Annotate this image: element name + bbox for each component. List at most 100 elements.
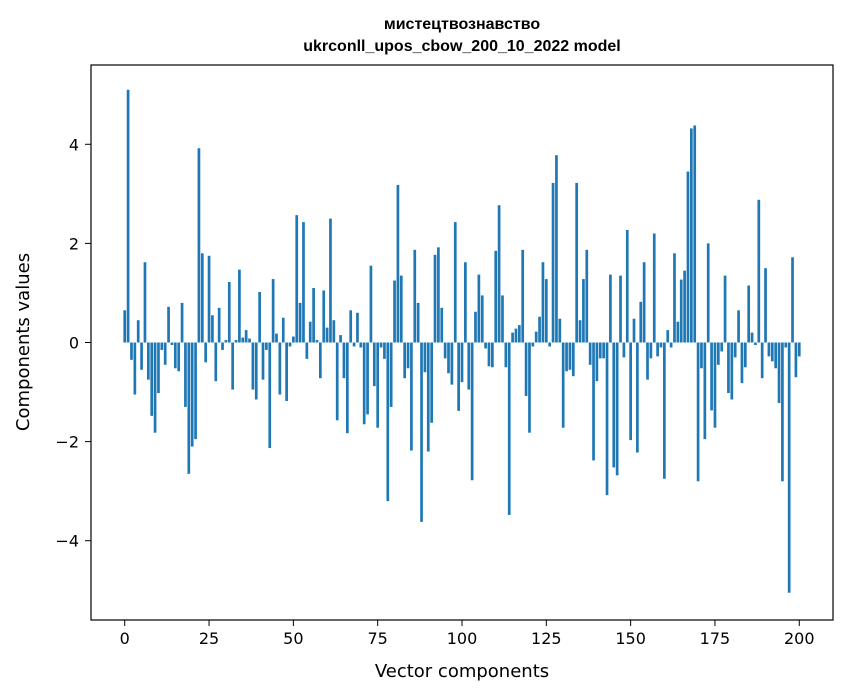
bar-component-107 [484,342,487,349]
bars-group [123,89,801,593]
bar-component-108 [487,342,491,367]
bar-component-123 [538,316,541,343]
bar-component-96 [447,342,450,374]
bar-component-74 [372,342,376,387]
bar-component-188 [757,199,761,343]
bar-component-51 [295,215,299,343]
bar-component-71 [362,342,366,425]
bar-component-43 [268,342,272,449]
bar-component-183 [740,342,744,384]
bar-component-181 [733,342,737,358]
bar-component-120 [528,342,531,433]
bar-component-171 [700,342,703,369]
bar-component-131 [565,342,568,372]
bar-component-4 [136,320,140,343]
bar-component-46 [278,342,282,395]
y-axis-ticks: −4 −2 0 2 4 [55,135,91,551]
bar-component-138 [588,342,592,365]
y-axis-label: Components values [13,253,34,431]
bar-component-1 [126,89,130,343]
bar-component-75 [376,342,380,428]
bar-component-189 [760,342,764,379]
y-tick-label: 2 [69,234,79,253]
bar-component-191 [767,342,771,357]
bar-component-150 [629,342,632,441]
bar-component-17 [180,302,184,343]
bar-component-20 [190,342,194,447]
bar-component-41 [261,342,265,380]
bar-component-36 [244,330,248,343]
bar-component-130 [561,342,565,428]
bar-component-156 [649,342,653,359]
bar-component-199 [794,342,798,378]
bar-component-59 [322,290,326,343]
bar-component-48 [285,342,288,401]
bar-component-180 [730,342,734,400]
bar-component-136 [582,279,585,343]
bar-component-87 [416,302,420,343]
x-tick-label: 200 [784,629,815,648]
bar-component-42 [265,342,268,350]
x-tick-label: 0 [120,629,130,648]
bar-component-196 [784,342,788,348]
bar-component-83 [403,342,407,379]
bar-component-114 [507,342,511,515]
bar-component-70 [359,342,363,348]
bar-component-158 [656,342,659,357]
bar-component-163 [673,253,676,343]
bar-component-135 [578,320,582,343]
bar-component-190 [764,268,767,343]
bar-component-3 [133,342,137,395]
bar-component-109 [491,342,494,368]
bar-component-6 [143,262,147,343]
bar-component-67 [349,310,353,343]
bar-component-159 [659,342,663,348]
bar-component-65 [342,342,346,379]
bar-component-184 [743,342,747,368]
bar-component-34 [238,269,241,343]
bar-component-133 [571,342,575,377]
bar-component-45 [275,333,278,343]
bar-component-55 [308,321,312,343]
bar-component-112 [501,295,504,343]
bar-component-62 [332,320,336,343]
x-tick-label: 50 [283,629,303,648]
bar-component-103 [470,342,474,481]
bar-component-38 [251,342,255,390]
bar-component-60 [325,327,329,343]
bar-component-24 [204,342,208,363]
bar-component-2 [130,342,133,360]
bar-component-178 [723,275,727,343]
bar-component-164 [676,321,680,343]
bar-component-137 [585,249,589,343]
bar-component-192 [770,342,774,362]
x-tick-label: 175 [700,629,731,648]
x-tick-label: 125 [531,629,562,648]
bar-component-172 [703,342,707,440]
bar-component-94 [440,307,444,343]
bar-component-40 [258,291,261,343]
bar-component-82 [399,275,403,343]
bar-component-98 [453,222,457,343]
bar-component-117 [517,325,521,343]
bar-component-13 [167,306,170,343]
bar-component-16 [177,342,181,372]
bar-component-10 [157,342,160,394]
bar-component-143 [605,342,609,496]
bar-component-145 [612,342,616,468]
bar-component-149 [625,230,629,343]
bar-component-173 [706,243,710,343]
bar-component-113 [504,342,508,368]
bar-component-170 [696,342,700,482]
bar-component-139 [592,342,595,461]
bar-component-154 [642,262,646,343]
bar-component-86 [413,249,417,343]
bar-component-25 [207,255,211,343]
bar-component-101 [464,262,467,343]
chart-title: мистецтвознавство [384,16,540,33]
bar-component-167 [686,171,690,343]
bar-component-85 [410,342,413,451]
bar-component-116 [514,328,518,343]
bar-component-66 [345,342,349,434]
bar-component-146 [615,342,619,476]
